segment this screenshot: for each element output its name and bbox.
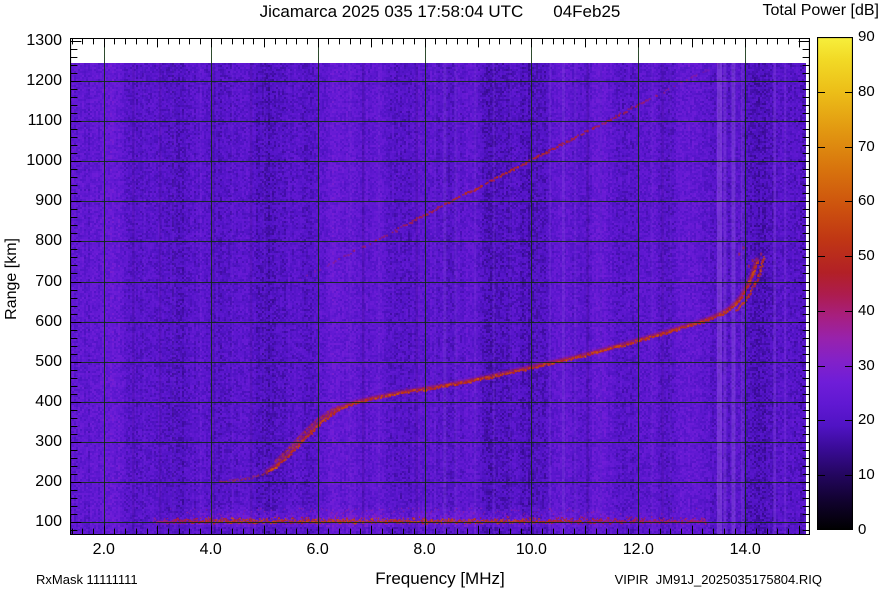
x-tick-label: 4.0 bbox=[199, 541, 222, 558]
y-tick-label: 900 bbox=[35, 192, 62, 210]
y-tick-label: 1200 bbox=[26, 72, 62, 90]
title-datetime: Jicamarca 2025 035 17:58:04 UTC bbox=[259, 2, 524, 21]
colorbar-tick-label: 10 bbox=[858, 466, 875, 484]
y-tick-label: 500 bbox=[35, 352, 62, 370]
colorbar-tick-label: 30 bbox=[858, 356, 875, 374]
y-tick-label: 1300 bbox=[26, 32, 62, 49]
colorbar-tick-label: 70 bbox=[858, 137, 875, 155]
y-tick-label: 1100 bbox=[27, 112, 62, 130]
colorbar-tick-label: 40 bbox=[858, 301, 875, 319]
y-tick-label: 600 bbox=[35, 312, 62, 330]
y-tick-label: 800 bbox=[35, 232, 62, 250]
filename-annotation: VIPIR JM91J_2025035175804.RIQ bbox=[614, 572, 822, 587]
x-tick-label: 10.0 bbox=[515, 541, 547, 558]
y-tick-label: 200 bbox=[35, 472, 62, 490]
x-tick-label: 2.0 bbox=[92, 541, 115, 558]
rxmask-annotation: RxMask 11111111 bbox=[36, 572, 138, 587]
x-tick-label: 12.0 bbox=[622, 541, 654, 558]
x-tick-label: 8.0 bbox=[413, 541, 436, 558]
x-axis-label: Frequency [MHz] bbox=[375, 569, 505, 588]
y-tick-label: 1000 bbox=[26, 152, 62, 170]
colorbar-tick-label: 90 bbox=[858, 28, 875, 45]
y-tick-label: 400 bbox=[35, 392, 62, 410]
y-tick-label: 700 bbox=[35, 272, 62, 290]
x-tick-label: 14.0 bbox=[729, 541, 761, 558]
colorbar-tick-label: 60 bbox=[858, 192, 875, 210]
colorbar-tick-label: 50 bbox=[858, 247, 875, 265]
colorbar-tick-label: 20 bbox=[858, 411, 875, 429]
y-tick-label: 300 bbox=[35, 432, 62, 450]
plot-title: Jicamarca 2025 035 17:58:04 UTC 04Feb25 bbox=[70, 2, 810, 22]
colorbar-tick-label: 0 bbox=[858, 521, 867, 538]
y-tick-label: 100 bbox=[35, 513, 62, 530]
colorbar-gradient-canvas bbox=[817, 37, 853, 530]
x-tick-label: 6.0 bbox=[306, 541, 329, 558]
ionogram-heatmap-canvas bbox=[70, 38, 810, 535]
colorbar-tick-label: 80 bbox=[858, 82, 875, 100]
title-date: 04Feb25 bbox=[553, 2, 621, 21]
colorbar-title: Total Power [dB] bbox=[762, 2, 880, 19]
